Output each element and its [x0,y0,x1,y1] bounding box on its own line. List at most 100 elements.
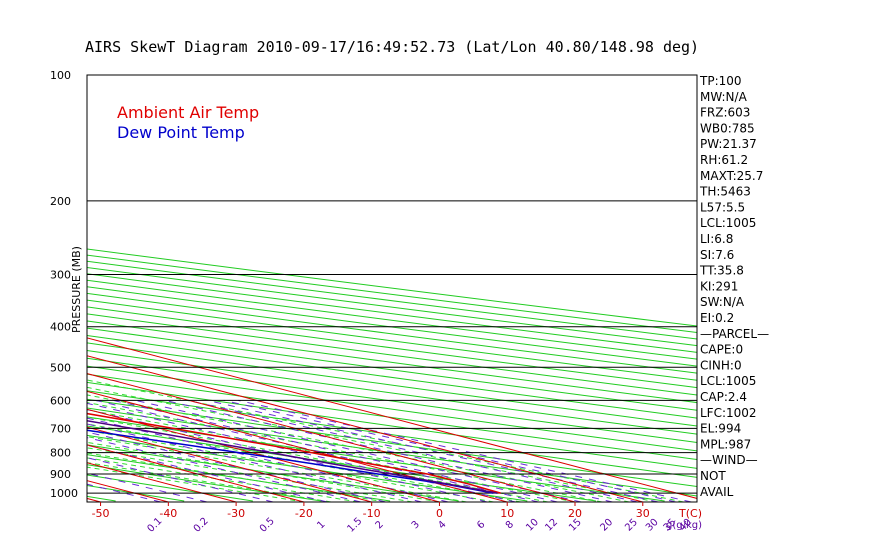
dry-adiabat-line [87,279,697,360]
dry-adiabat-line [87,286,697,367]
index-entry: KI:291 [700,279,738,293]
dry-adiabat-line [87,357,697,443]
moist-adiabat-line [87,436,467,502]
pressure-tick-label: 200 [50,195,71,208]
index-entry: EI:0.2 [700,311,734,325]
dew-point-temp-line [87,429,494,494]
mixing-ratio-line [95,399,539,502]
mixing-ratio-label: 12 [543,517,560,534]
mixing-ratio-label: 3 [410,519,422,531]
bottom-temp-label: 30 [636,507,650,520]
moist-adiabat-line [87,394,630,502]
index-entry: L57:5.5 [700,200,745,214]
pressure-tick-label: 400 [50,321,71,334]
curve-layer [87,412,501,494]
dry-adiabat-line [0,75,47,501]
bottom-temp-label: 0 [436,507,443,520]
index-entry: SI:7.6 [700,248,734,262]
mixing-ratio-line [164,399,613,502]
mixing-ratio-line [87,423,422,502]
mixing-ratio-label: 8 [504,519,516,531]
index-entry: TH:5463 [699,185,751,199]
mixing-ratio-label: 6 [475,519,487,531]
index-entry: CAP:2.4 [700,390,747,404]
mixing-ratio-line [87,444,328,502]
moist-adiabat-line [87,409,576,502]
pressure-tick-label: 500 [50,361,71,374]
moist-adiabat-line [87,423,521,502]
bottom-temp-label: -20 [295,507,313,520]
isotherm-line [87,426,372,502]
plot-frame [86,74,698,503]
mixing-ratio-label: 1 [315,519,327,531]
mixing-ratio-label: 10 [524,517,541,534]
index-entry: FRZ:603 [700,106,750,120]
moist-adiabat-line [87,447,413,502]
index-entry: PW:21.37 [700,137,757,151]
index-entry: RH:61.2 [700,153,748,167]
legend-ambient-air-temp: Ambient Air Temp [117,103,259,122]
mixing-ratio-line [87,409,488,502]
pressure-tick-label: 1000 [50,487,78,500]
dry-adiabat-line [87,273,697,353]
bottom-temp-label: 10 [500,507,514,520]
mixing-ratio-line [87,472,208,502]
mixing-ratio-line [87,483,161,502]
index-entry: LI:6.8 [700,232,733,246]
mixing-ratio-label: 4 [436,519,448,531]
mixing-ratio-unit: g(g/kg) [666,520,702,531]
isotherm-line [87,337,697,499]
dry-adiabat-line [87,416,665,502]
bottom-temp-label: -50 [92,507,110,520]
grid-layer [0,74,697,502]
pressure-tick-label: 900 [50,468,71,481]
index-entry: TT:35.8 [699,264,744,278]
index-entry: —WIND— [700,453,758,467]
mixing-ratio-line [87,457,274,502]
dry-adiabat-line [87,260,697,340]
chart-title: AIRS SkewT Diagram 2010-09-17/16:49:52.7… [85,38,699,56]
moist-adiabat-line [87,386,657,502]
index-entry: LCL:1005 [700,216,756,230]
mixing-ratio-label: 0.5 [258,516,277,535]
pressure-tick-label: 100 [50,69,71,82]
isotherm-line [87,355,643,502]
index-entry: EL:994 [700,422,741,436]
bottom-temp-label: -30 [227,507,245,520]
index-entry: MW:N/A [700,90,748,104]
isotherm-line [87,390,508,502]
parcel-line [87,419,498,494]
pressure-tick-label: 600 [50,394,71,407]
isotherm-line [87,373,576,502]
isotherm-line [87,497,101,502]
dry-adiabat-line [87,425,596,502]
index-entry: CINH:0 [700,358,742,372]
dry-adiabat-line [87,254,697,333]
index-entry: MAXT:25.7 [700,169,763,183]
dry-adiabat-line [87,373,697,461]
dry-adiabat-line [87,350,697,435]
mixing-ratio-line [187,399,638,502]
mixing-ratio-line [87,431,386,502]
moist-adiabat-line [87,452,386,502]
isotherm-line [0,75,33,502]
index-entry: —PARCEL— [700,327,769,341]
mixing-ratio-line [87,437,361,502]
index-entry: LFC:1002 [700,406,757,420]
index-entry: TP:100 [699,74,742,88]
dry-adiabat-line [87,248,697,327]
index-entry: LCL:1005 [700,374,756,388]
bottom-temp-label: -10 [363,507,381,520]
dry-adiabat-line [87,390,697,478]
ambient-air-temp-line [87,412,501,494]
pressure-tick-label: 700 [50,422,71,435]
pressure-tick-label: 800 [50,447,71,460]
curve-clip [87,412,501,494]
mixing-ratio-label: 2 [374,519,386,531]
legend-dew-point-temp: Dew Point Temp [117,123,245,142]
index-entry: AVAIL [700,485,734,499]
index-entry: MPL:987 [700,437,751,451]
